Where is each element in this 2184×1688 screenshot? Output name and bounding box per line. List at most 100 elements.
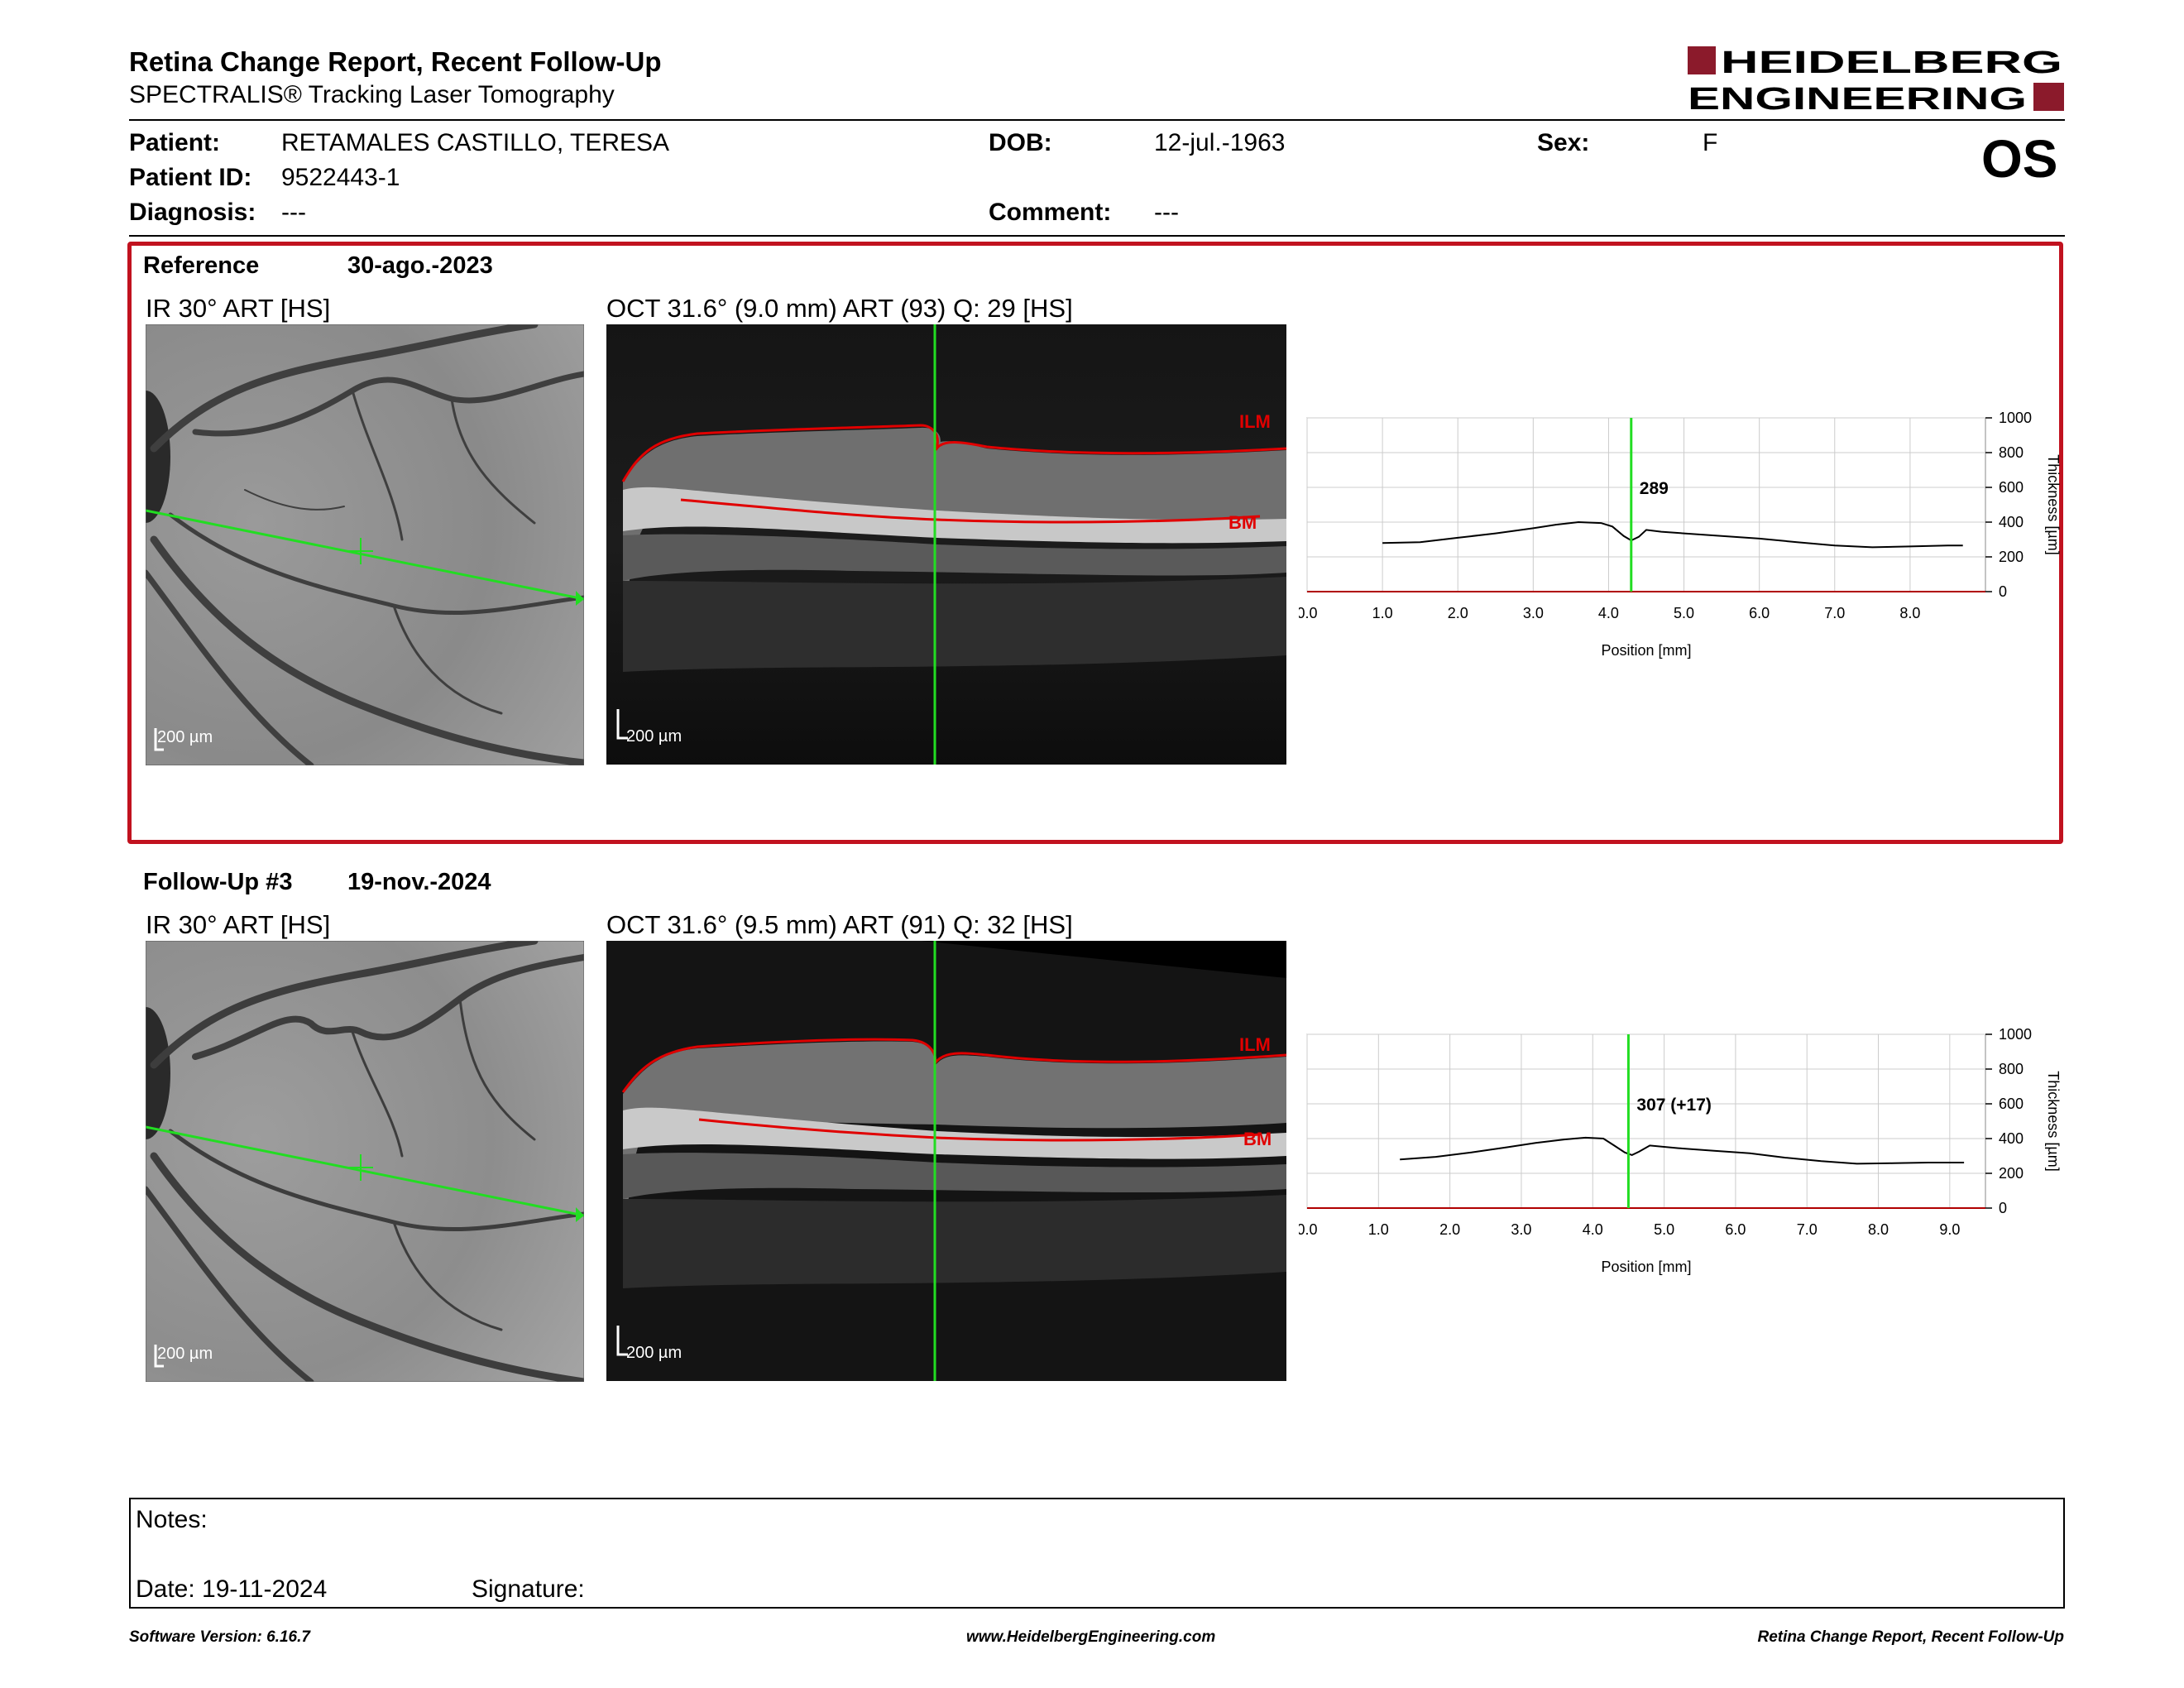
chart-y-tick-label: 800 (1999, 444, 2024, 461)
followup-oct-title: OCT 31.6° (9.5 mm) ART (91) Q: 32 [HS] (606, 910, 1073, 939)
eye-indicator: OS (1981, 129, 2058, 189)
followup-ir-scale: 200 µm (157, 1345, 213, 1363)
footer-url[interactable]: www.HeidelbergEngineering.com (966, 1628, 1216, 1646)
chart-thickness-series (1382, 520, 1963, 549)
reference-bm-line (680, 498, 1261, 524)
reference-oct-title: OCT 31.6° (9.0 mm) ART (93) Q: 29 [HS] (606, 294, 1073, 323)
followup-ir-scalebar (154, 1345, 164, 1368)
followup-thickness-chart[interactable]: 0.0 1.0 2.0 3.0 4.0 5.0 6.0 7.0 8.0 9.0 0 200 400 600… (1299, 1026, 2076, 1291)
chart-x-tick-label: 4.0 (1583, 1221, 1603, 1238)
patient-divider (129, 235, 2065, 237)
diagnosis-value: --- (281, 199, 306, 226)
logo-block-bottom (2033, 83, 2064, 111)
sex-value: F (1703, 129, 1718, 156)
reference-thickness-chart[interactable]: 0.0 1.0 2.0 3.0 4.0 5.0 6.0 7.0 8.0 0 200 400 600 800… (1299, 410, 2076, 674)
footer-version: Software Version: 6.16.7 (129, 1628, 310, 1646)
chart-y-tick-label: 200 (1999, 549, 2024, 565)
chart-x-tick-label: 2.0 (1448, 605, 1468, 621)
patient-name: RETAMALES CASTILLO, TERESA (281, 129, 670, 156)
chart-marker-label: 307 (+17) (1636, 1096, 1711, 1115)
chart-y-axis-label: Thickness [µm] (2045, 1071, 2062, 1171)
patient-label: Patient: (129, 129, 221, 156)
chart-x-tick-label: 5.0 (1674, 605, 1694, 621)
notes-date: Date: 19-11-2024 (136, 1575, 328, 1603)
reference-highlight-box (127, 242, 2063, 844)
chart-y-tick-label: 800 (1999, 1061, 2024, 1077)
diagnosis-label: Diagnosis: (129, 199, 256, 226)
chart-y-tick-label: 400 (1999, 514, 2024, 530)
patient-id-label: Patient ID: (129, 164, 252, 191)
chart-x-tick-label: 7.0 (1797, 1221, 1818, 1238)
reference-ir-image[interactable] (146, 324, 584, 765)
reference-ir-scalebar (154, 728, 164, 751)
reference-oct-scale: 200 µm (626, 727, 682, 746)
chart-x-tick-label: 1.0 (1372, 605, 1393, 621)
chart-y-tick-label: 0 (1999, 1200, 2007, 1216)
chart-x-tick-label: 2.0 (1439, 1221, 1460, 1238)
chart-y-tick-label: 0 (1999, 583, 2007, 600)
chart-y-tick-label: 1000 (1999, 1026, 2032, 1043)
signature-label: Signature: (472, 1575, 585, 1603)
chart-y-tick-label: 1000 (1999, 410, 2032, 426)
chart-x-tick-label: 5.0 (1654, 1221, 1674, 1238)
dob-value: 12-jul.-1963 (1154, 129, 1286, 156)
chart-plot-area (1306, 417, 1986, 592)
comment-value: --- (1154, 199, 1179, 226)
reference-scan-line (146, 509, 584, 601)
chart-y-axis-label: Thickness [µm] (2045, 454, 2062, 554)
chart-x-tick-label: 6.0 (1725, 1221, 1746, 1238)
reference-date: 30-ago.-2023 (347, 252, 493, 279)
followup-ir-title: IR 30° ART [HS] (146, 910, 331, 939)
chart-marker-label: 289 (1640, 479, 1669, 498)
logo-block-top (1688, 46, 1716, 74)
reference-label: Reference (143, 252, 260, 279)
followup-date: 19-nov.-2024 (347, 869, 491, 895)
report-subtitle: SPECTRALIS® Tracking Laser Tomography (129, 81, 615, 108)
report-title: Retina Change Report, Recent Follow-Up (129, 46, 662, 77)
notes-box[interactable] (129, 1498, 2065, 1609)
chart-x-tick-label: 6.0 (1749, 605, 1770, 621)
patient-id: 9522443-1 (281, 164, 400, 191)
comment-label: Comment: (989, 199, 1112, 226)
sex-label: Sex: (1537, 129, 1590, 156)
chart-y-tick-label: 400 (1999, 1130, 2024, 1147)
followup-bm-line (698, 1118, 1261, 1142)
followup-scan-line (146, 1125, 584, 1217)
reference-oct-image[interactable]: ILM BM 200 µm (606, 324, 1286, 765)
header-divider (129, 119, 2065, 121)
chart-x-tick-label: 3.0 (1511, 1221, 1531, 1238)
followup-ir-image[interactable] (146, 941, 584, 1382)
dob-label: DOB: (989, 129, 1052, 156)
notes-label: Notes: (136, 1506, 208, 1533)
reference-ir-title: IR 30° ART [HS] (146, 294, 331, 323)
reference-bm-label: BM (1228, 512, 1257, 533)
heidelberg-logo: HEIDELBERG ENGINEERING (1688, 46, 2064, 114)
chart-y-tick-label: 200 (1999, 1165, 2024, 1182)
chart-x-tick-label: 9.0 (1939, 1221, 1960, 1238)
chart-x-tick-label: 7.0 (1824, 605, 1845, 621)
chart-x-tick-label: 0.0 (1299, 605, 1318, 621)
footer-report-name: Retina Change Report, Recent Follow-Up (1757, 1628, 2064, 1646)
followup-bm-label: BM (1243, 1129, 1272, 1149)
chart-x-axis-label: Position [mm] (1601, 1259, 1691, 1275)
followup-oct-scale: 200 µm (626, 1344, 682, 1362)
followup-oct-image[interactable]: ILM BM 200 µm (606, 941, 1286, 1381)
chart-x-tick-label: 0.0 (1299, 1221, 1318, 1238)
chart-y-tick-label: 600 (1999, 479, 2024, 496)
chart-x-tick-label: 4.0 (1598, 605, 1619, 621)
chart-x-axis-label: Position [mm] (1601, 642, 1691, 659)
chart-x-tick-label: 8.0 (1899, 605, 1920, 621)
chart-x-tick-label: 3.0 (1523, 605, 1544, 621)
followup-ilm-label: ILM (1239, 1034, 1271, 1055)
followup-ilm-line (621, 1038, 1286, 1093)
logo-text-1: HEIDELBERG (1721, 46, 2062, 80)
chart-x-tick-label: 8.0 (1868, 1221, 1889, 1238)
followup-label: Follow-Up #3 (143, 869, 293, 895)
chart-x-tick-label: 1.0 (1368, 1221, 1389, 1238)
chart-y-tick-label: 600 (1999, 1096, 2024, 1112)
chart-plot-area (1306, 1033, 1986, 1209)
chart-thickness-series (1400, 1136, 1965, 1165)
reference-ir-scale: 200 µm (157, 728, 213, 746)
reference-ilm-label: ILM (1239, 411, 1271, 432)
logo-text-2: ENGINEERING (1688, 82, 2027, 114)
